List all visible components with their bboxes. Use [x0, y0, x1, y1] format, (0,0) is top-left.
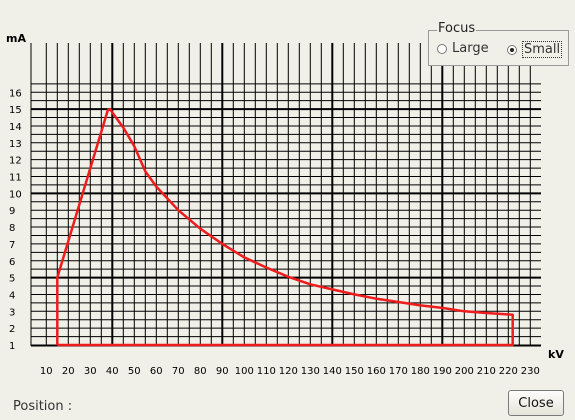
y-axis-unit-label: mA [6, 32, 26, 45]
x-tick-label: 180 [411, 366, 430, 377]
x-tick-label: 110 [257, 366, 276, 377]
y-tick-label: 7 [9, 240, 15, 251]
y-tick-label: 8 [9, 223, 15, 234]
focus-groupbox: Focus Large Small [428, 21, 569, 66]
x-tick-label: 150 [345, 366, 364, 377]
y-tick-label: 14 [9, 122, 22, 133]
focus-small-radio[interactable]: Small [507, 41, 563, 58]
x-tick-label: 90 [216, 366, 229, 377]
y-tick-label: 10 [9, 189, 22, 200]
x-tick-label: 230 [521, 366, 540, 377]
x-tick-label: 40 [106, 366, 119, 377]
x-tick-label: 80 [194, 366, 207, 377]
y-tick-label: 2 [9, 324, 15, 335]
x-tick-label: 60 [150, 366, 163, 377]
x-axis-unit-label: kV [548, 348, 564, 361]
focus-title: Focus [437, 21, 477, 36]
x-tick-label: 30 [84, 366, 97, 377]
x-tick-label: 200 [455, 366, 474, 377]
x-tick-label: 190 [433, 366, 452, 377]
y-tick-label: 16 [9, 88, 22, 99]
y-tick-label: 11 [9, 173, 22, 184]
x-tick-label: 130 [301, 366, 320, 377]
position-label: Position : [13, 399, 73, 414]
x-tick-label: 170 [389, 366, 408, 377]
close-button[interactable]: Close [508, 390, 564, 416]
radio-checked-icon[interactable] [507, 44, 517, 55]
y-tick-label: 15 [9, 105, 22, 116]
focus-small-label[interactable]: Small [522, 41, 563, 58]
focus-large-radio[interactable]: Large [437, 41, 489, 56]
y-tick-label: 6 [9, 257, 15, 268]
x-tick-labels: 10 20 30 40 50 60 70 80 90 100 110 120 130 140 150 160 1… [40, 366, 540, 377]
radio-unchecked-icon[interactable] [437, 43, 447, 54]
x-tick-label: 220 [499, 366, 518, 377]
chart-grid [30, 43, 541, 347]
y-tick-label: 5 [9, 274, 15, 285]
y-tick-label: 13 [9, 139, 22, 150]
rating-curve [56, 107, 514, 347]
y-tick-label: 12 [9, 156, 22, 167]
focus-large-label[interactable]: Large [452, 41, 489, 56]
y-tick-label: 9 [9, 206, 15, 217]
x-tick-label: 140 [323, 366, 342, 377]
x-tick-label: 70 [172, 366, 185, 377]
x-tick-label: 100 [235, 366, 254, 377]
x-tick-label: 10 [40, 366, 53, 377]
x-tick-label: 120 [279, 366, 298, 377]
x-tick-label: 210 [477, 366, 496, 377]
y-tick-label: 3 [9, 307, 15, 318]
x-tick-label: 50 [128, 366, 141, 377]
y-tick-label: 4 [9, 290, 15, 301]
y-tick-label: 1 [9, 341, 15, 352]
x-tick-label: 20 [62, 366, 75, 377]
x-tick-label: 160 [367, 366, 386, 377]
chart-curves [56, 107, 514, 347]
